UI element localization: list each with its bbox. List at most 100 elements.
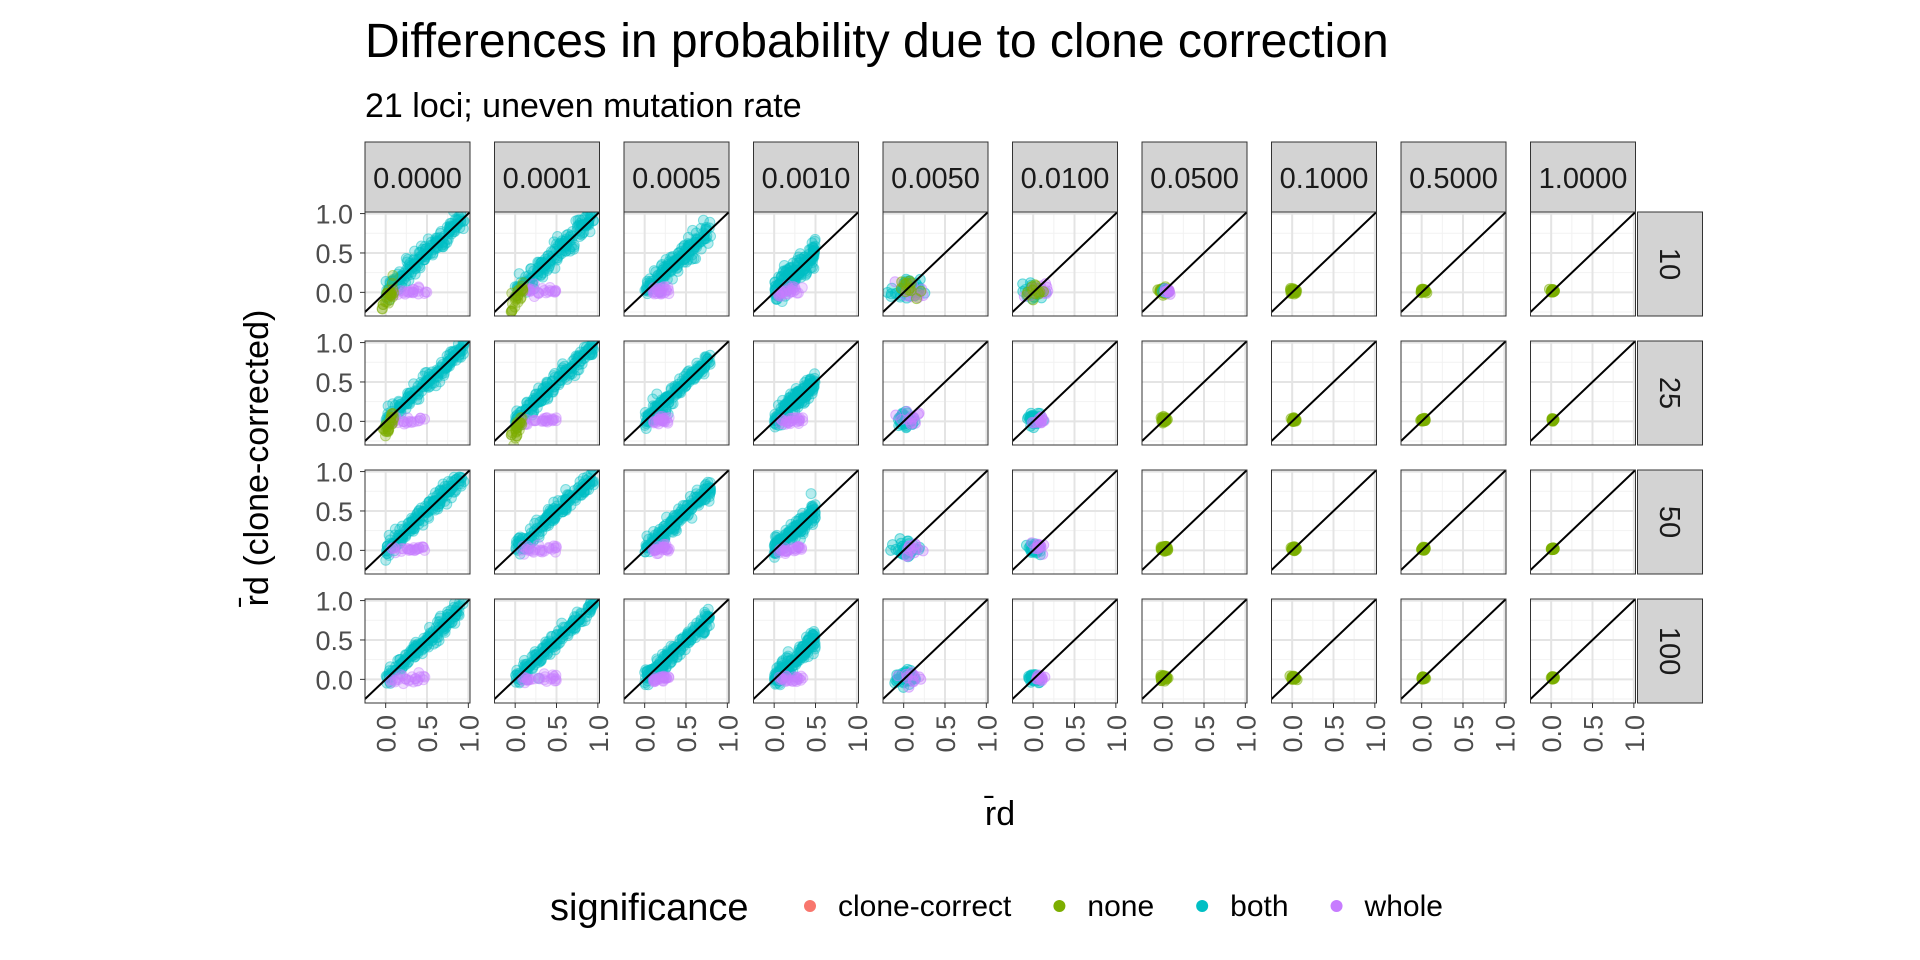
data-point (549, 284, 561, 296)
data-point (782, 275, 794, 287)
data-point (807, 242, 819, 254)
data-point (686, 253, 698, 265)
data-point (528, 291, 540, 303)
data-point (793, 413, 805, 425)
data-point (379, 425, 391, 437)
data-point (553, 371, 565, 383)
facet-column-label: 0.0000 (373, 163, 462, 195)
data-point (778, 266, 790, 278)
data-point (401, 417, 413, 429)
data-point (584, 226, 596, 238)
data-point (419, 286, 431, 298)
data-point (559, 242, 571, 254)
data-point (412, 259, 424, 271)
data-point (789, 274, 801, 286)
facet-column-label: 0.5000 (1409, 163, 1498, 195)
data-point (679, 245, 691, 257)
data-point (380, 288, 392, 300)
data-point (382, 425, 394, 437)
data-point (430, 236, 442, 248)
data-point (807, 251, 819, 263)
data-point (548, 252, 560, 264)
x-tick-label: 0.5 (931, 715, 961, 753)
data-point (572, 214, 584, 226)
data-point (445, 218, 457, 230)
data-point (402, 286, 414, 298)
data-point (440, 618, 452, 630)
data-point (549, 286, 561, 298)
data-point (649, 286, 661, 298)
facet-column-label: 0.0100 (1021, 163, 1110, 195)
data-point (572, 220, 584, 232)
data-point (655, 288, 667, 300)
data-point (404, 287, 416, 299)
y-tick-label: 0.0 (315, 278, 353, 308)
facet-row-label: 10 (1653, 248, 1685, 280)
data-point (433, 634, 445, 646)
data-point (587, 214, 599, 226)
data-point (422, 233, 434, 245)
facet-strip-column (1271, 141, 1377, 213)
data-point (532, 256, 544, 268)
data-point (661, 273, 673, 285)
data-point (417, 377, 429, 389)
data-point (541, 264, 553, 276)
data-point (788, 275, 800, 287)
data-point (648, 286, 660, 298)
data-point (402, 254, 414, 266)
data-point (667, 262, 679, 274)
data-point (574, 218, 586, 230)
data-point (795, 268, 807, 280)
chart-title: Differences in probability due to clone … (365, 15, 1389, 68)
data-point (417, 370, 429, 382)
data-point (434, 376, 446, 388)
data-point (386, 408, 398, 420)
data-point (385, 677, 397, 689)
data-point (377, 299, 389, 311)
x-tick-label: 1.0 (584, 715, 614, 753)
data-point (424, 380, 436, 392)
data-point (777, 275, 789, 287)
data-point (383, 410, 395, 422)
data-point (395, 398, 407, 410)
data-point (775, 270, 787, 282)
data-point (890, 409, 902, 421)
data-point (770, 293, 782, 305)
data-point (662, 284, 674, 296)
facet-strip-column (1530, 141, 1636, 213)
facet-panel (1141, 340, 1248, 446)
data-point (809, 245, 821, 257)
data-point (668, 260, 680, 272)
data-point (419, 413, 431, 425)
data-point (651, 544, 663, 556)
data-point (385, 418, 397, 430)
data-point (409, 385, 421, 397)
data-point (702, 237, 714, 249)
data-point (798, 251, 810, 263)
panel-border (364, 340, 471, 446)
data-point (773, 290, 785, 302)
facet-column-label: 0.0005 (632, 163, 721, 195)
facet-panel (882, 340, 989, 446)
data-point (401, 263, 413, 275)
data-point (394, 285, 406, 297)
data-point (381, 296, 393, 308)
data-point (430, 370, 442, 382)
data-point (654, 282, 666, 294)
data-point (544, 256, 556, 268)
data-point (704, 216, 716, 228)
data-point (382, 425, 394, 437)
data-point (780, 285, 792, 297)
data-point (778, 260, 790, 272)
facet-panel (1400, 340, 1507, 446)
data-point (538, 284, 550, 296)
data-point (779, 285, 791, 297)
data-point (787, 280, 799, 292)
data-point (424, 375, 436, 387)
data-point (421, 366, 433, 378)
data-point (801, 252, 813, 264)
data-point (560, 245, 572, 257)
data-point (388, 541, 400, 553)
data-point (399, 276, 411, 288)
data-point (577, 220, 589, 232)
